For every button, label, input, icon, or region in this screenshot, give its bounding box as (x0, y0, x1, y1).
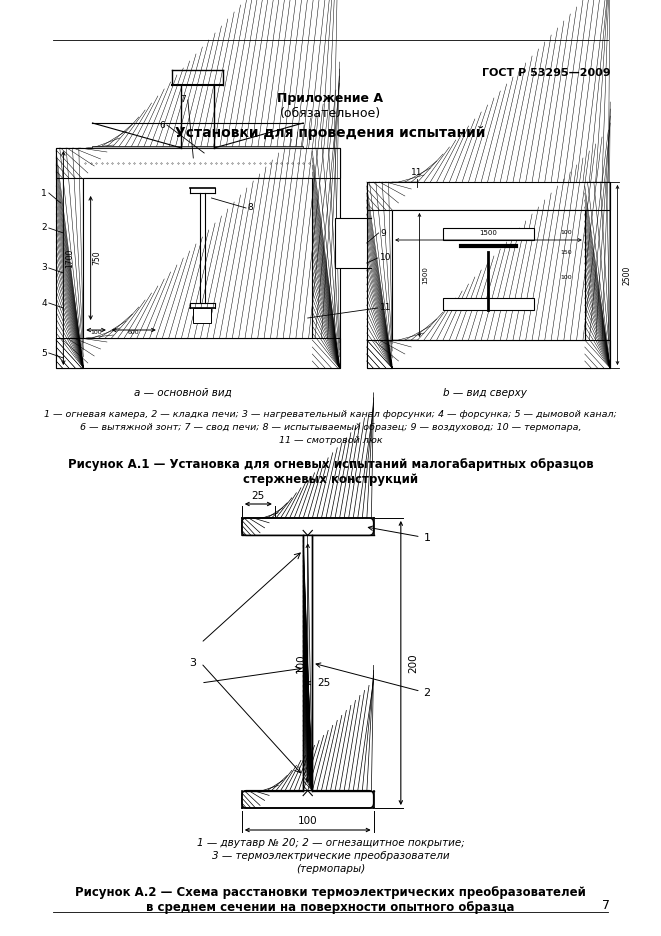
Text: в среднем сечении на поверхности опытного образца: в среднем сечении на поверхности опытног… (146, 901, 515, 914)
Text: 3: 3 (41, 264, 47, 272)
Text: 11 — смотровой люк: 11 — смотровой люк (279, 436, 382, 445)
Text: 3: 3 (190, 658, 196, 668)
Text: 100: 100 (561, 275, 572, 280)
FancyBboxPatch shape (242, 791, 373, 808)
Text: 8: 8 (248, 203, 254, 212)
Text: 200: 200 (408, 653, 418, 673)
Text: 2500: 2500 (622, 265, 631, 285)
Bar (367, 340, 610, 368)
Text: 2: 2 (316, 663, 431, 698)
Text: 1700: 1700 (65, 248, 74, 268)
Bar (367, 182, 610, 210)
Text: (термопары): (термопары) (296, 864, 365, 874)
Bar (392, 210, 585, 340)
Bar (56, 338, 340, 368)
Text: 100: 100 (298, 816, 317, 826)
Text: стержневых конструкций: стержневых конструкций (243, 473, 418, 486)
Text: Приложение А: Приложение А (278, 92, 383, 105)
Text: а — основной вид: а — основной вид (134, 388, 232, 398)
Text: Установки для проведения испытаний: Установки для проведения испытаний (175, 126, 486, 140)
Text: 100: 100 (295, 653, 305, 673)
Text: 1500: 1500 (422, 266, 428, 284)
Text: (обязательное): (обязательное) (280, 107, 381, 120)
Text: 4: 4 (42, 299, 47, 308)
Text: 9: 9 (380, 228, 386, 238)
Text: 5: 5 (41, 348, 47, 358)
Bar (193, 308, 212, 323)
Text: Рисунок А.1 — Установка для огневых испытаний малогабаритных образцов: Рисунок А.1 — Установка для огневых испы… (67, 458, 593, 471)
Bar (56, 148, 83, 368)
Text: 11: 11 (411, 168, 422, 177)
Bar (312, 148, 340, 368)
Bar (83, 178, 312, 338)
Text: 600: 600 (128, 330, 139, 335)
Bar (392, 210, 585, 340)
Text: 1: 1 (368, 526, 430, 543)
Text: Рисунок А.2 — Схема расстановки термоэлектрических преобразователей: Рисунок А.2 — Схема расстановки термоэле… (75, 886, 586, 899)
Text: 7: 7 (180, 95, 186, 105)
Text: 750: 750 (93, 251, 102, 265)
FancyBboxPatch shape (242, 518, 373, 535)
Text: 7: 7 (602, 899, 610, 912)
Text: 100: 100 (561, 230, 572, 235)
Bar (443, 298, 534, 310)
Text: 11: 11 (380, 303, 392, 313)
Bar (303, 535, 313, 791)
Bar (56, 148, 340, 178)
Bar (585, 182, 610, 368)
Bar (335, 218, 367, 268)
Text: 100: 100 (91, 330, 102, 335)
Text: 1 — двутавр № 20; 2 — огнезащитное покрытие;: 1 — двутавр № 20; 2 — огнезащитное покры… (196, 838, 464, 848)
Bar (367, 182, 392, 368)
Text: 10: 10 (380, 254, 392, 262)
Text: 1: 1 (41, 188, 47, 197)
Bar (443, 228, 534, 240)
Text: 1 — огневая камера, 2 — кладка печи; 3 — нагревательный канал форсунки; 4 — форс: 1 — огневая камера, 2 — кладка печи; 3 —… (44, 410, 617, 419)
Bar (93, 146, 303, 148)
Text: 1500: 1500 (479, 230, 498, 236)
Text: ГОСТ Р 53295—2009: ГОСТ Р 53295—2009 (482, 68, 610, 78)
Bar (83, 178, 312, 338)
Text: b — вид сверху: b — вид сверху (443, 388, 527, 398)
Text: 2: 2 (42, 224, 47, 232)
Text: 25: 25 (252, 491, 265, 501)
Text: 25: 25 (317, 678, 330, 688)
Text: 6: 6 (159, 121, 165, 129)
Text: 3 — термоэлектрические преобразователи: 3 — термоэлектрические преобразователи (212, 851, 449, 861)
Text: 6 — вытяжной зонт; 7 — свод печи; 8 — испытываемый образец; 9 — воздуховод; 10 —: 6 — вытяжной зонт; 7 — свод печи; 8 — ис… (80, 423, 581, 432)
Text: 150: 150 (561, 250, 572, 255)
